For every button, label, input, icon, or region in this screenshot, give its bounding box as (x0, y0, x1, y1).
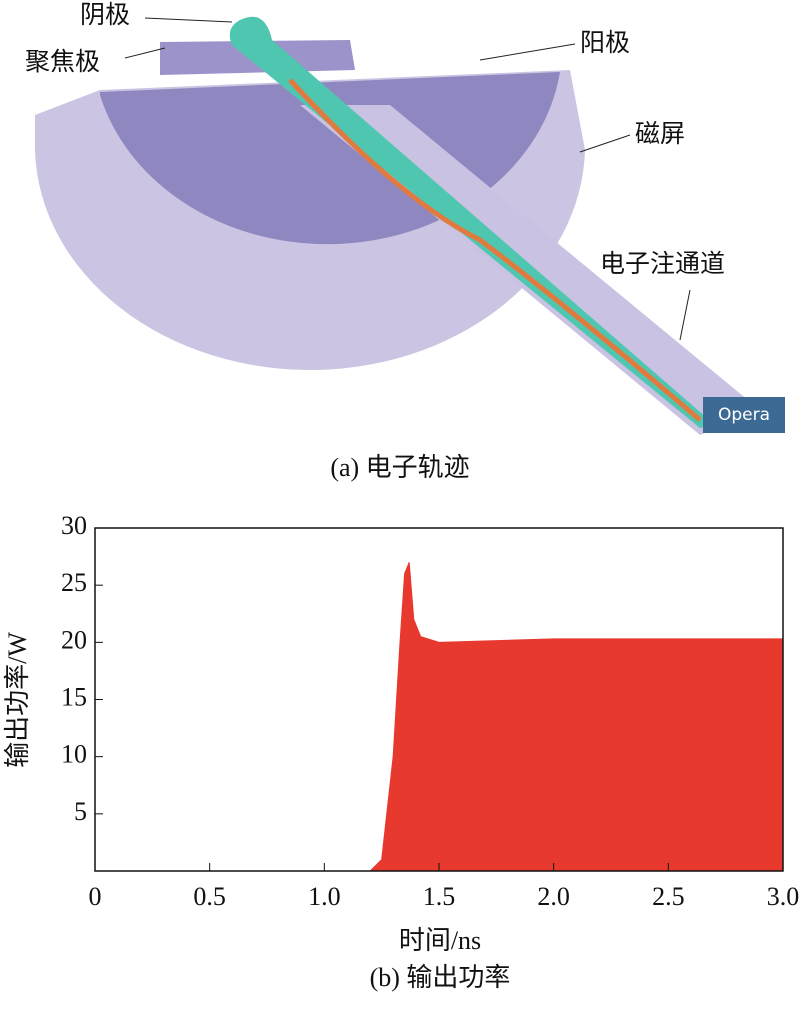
caption-b: (b) 输出功率 (370, 963, 511, 992)
leader (579, 134, 631, 153)
x-tick-label: 1.5 (423, 882, 456, 911)
render: Opera 阴极 聚焦极 阳极 磁屏 电子注通道 (25, 0, 785, 435)
label-focus: 聚焦极 (25, 47, 100, 76)
opera-badge (703, 397, 785, 433)
leader (479, 43, 576, 61)
x-tick-label: 2.0 (537, 882, 570, 911)
leader (124, 47, 166, 59)
label-anode: 阳极 (580, 28, 630, 57)
label-channel: 电子注通道 (600, 249, 725, 278)
y-tick-label: 20 (61, 625, 87, 654)
leader (679, 289, 691, 341)
label-cathode: 阴极 (80, 0, 130, 29)
electron-trajectory (288, 78, 702, 422)
y-tick-label: 30 (61, 511, 87, 540)
y-tick-label: 25 (61, 568, 87, 597)
y-tick-label: 10 (61, 740, 87, 769)
x-tick-label: 0 (89, 882, 102, 911)
x-axis-label: 时间/ns (399, 926, 481, 955)
x-tick-label: 2.5 (652, 882, 685, 911)
power-area (95, 562, 784, 872)
label-shield: 磁屏 (635, 119, 685, 148)
caption-a: (a) 电子轨迹 (330, 453, 469, 482)
x-tick-label: 3.0 (767, 882, 800, 911)
y-tick-label: 5 (74, 797, 87, 826)
badge-text: Opera (718, 405, 770, 425)
x-tick-label: 0.5 (193, 882, 226, 911)
electron-beam (229, 16, 716, 429)
x-tick-label: 1.0 (308, 882, 341, 911)
y-tick-label: 15 (61, 682, 87, 711)
y-axis-label: 输出功率/W (3, 632, 32, 768)
leader (144, 17, 233, 23)
